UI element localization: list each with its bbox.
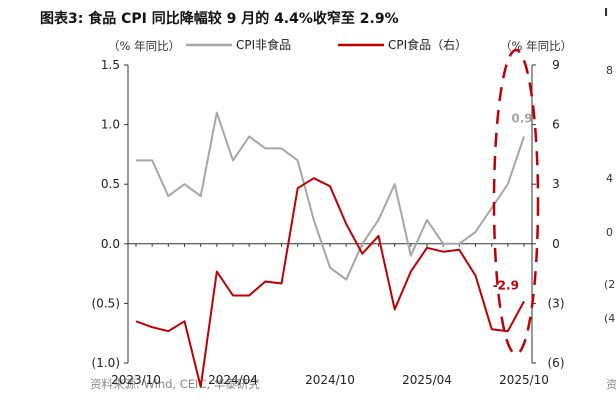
- chart-title: 图表3: 食品 CPI 同比降幅较 9 月的 4.4%收窄至 2.9%: [40, 11, 399, 27]
- edge-axis-label-1: 4: [606, 172, 613, 185]
- left-tick-label: (0.5): [92, 296, 120, 310]
- highlight-ellipse: [492, 48, 540, 356]
- right-tick-label: (3): [548, 296, 565, 310]
- left-axis-label: （% 年同比）: [108, 39, 180, 53]
- left-tick-label: 0.0: [101, 237, 120, 251]
- edge-axis-label-2: 0: [606, 226, 613, 239]
- edge-footer-fragment: 资: [606, 378, 616, 391]
- left-tick-label: 1.0: [101, 118, 120, 132]
- series-line-nonfood: [136, 111, 525, 281]
- right-tick-label: 3: [552, 177, 560, 191]
- x-tick-label: 2025/04: [402, 373, 452, 387]
- x-tick-label: 2023/10: [111, 373, 161, 387]
- annotation-food-latest: -2.9: [493, 278, 519, 292]
- right-tick-label: (6): [548, 356, 565, 370]
- legend-nonfood-label: CPI非食品: [236, 37, 291, 52]
- left-tick-label: 1.5: [101, 58, 120, 72]
- right-axis-label: （% 年同比）: [500, 39, 572, 53]
- right-tick-label: 6: [552, 118, 560, 132]
- source-note: 资料来源: Wind, CEIC, 华泰研究: [90, 377, 260, 391]
- edge-axis-label-4: (4: [604, 312, 616, 325]
- x-tick-label: 2024/10: [305, 373, 355, 387]
- left-tick-label: 0.5: [101, 177, 120, 191]
- edge-axis-label-0: 8: [606, 64, 613, 77]
- right-tick-label: 0: [552, 237, 560, 251]
- left-tick-label: (1.0): [92, 356, 120, 370]
- series-line-food: [135, 177, 525, 388]
- edge-axis-label-3: (2: [604, 278, 616, 291]
- annotation-nonfood-latest: 0.9: [511, 112, 532, 126]
- legend-food-label: CPI食品（右）: [388, 37, 467, 52]
- x-tick-label: 2024/04: [208, 373, 258, 387]
- edge-title-fragment: I: [604, 6, 609, 19]
- right-tick-label: 9: [552, 58, 560, 72]
- x-tick-label: 2025/10: [499, 373, 549, 387]
